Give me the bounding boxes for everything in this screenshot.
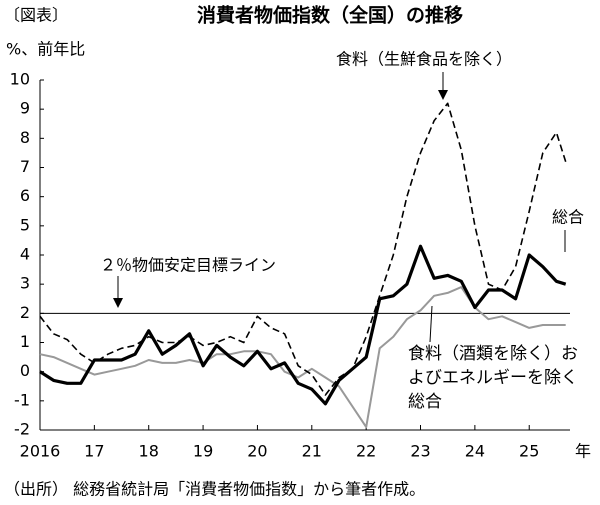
chart-title: 消費者物価指数（全国）の推移 (197, 4, 463, 27)
x-tick-label: 17 (84, 442, 104, 461)
y-tick-label: 9 (20, 99, 30, 118)
y-tick-label: 6 (20, 186, 30, 205)
arrow-head (438, 90, 448, 100)
series-label: 食料（酒類を除く）およびエネルギーを除く総合 (408, 342, 579, 414)
y-tick-label: 1 (20, 332, 30, 351)
y-tick-label: 0 (20, 361, 30, 380)
y-axis-label: %、前年比 (6, 40, 85, 59)
y-tick-label: 5 (20, 215, 30, 234)
x-tick-label: 24 (465, 442, 485, 461)
figure-label: 〔図表〕 (4, 6, 68, 25)
y-tick-label: 8 (20, 128, 30, 147)
series-line (39, 102, 567, 396)
series-line (39, 244, 567, 406)
target-label: ２％物価安定目標ライン (100, 256, 276, 275)
pointer (429, 305, 433, 343)
y-tick-label: 2 (20, 303, 30, 322)
x-tick-label: 21 (302, 442, 322, 461)
x-axis-label: 年 (575, 442, 591, 461)
x-tick-label: 23 (410, 442, 430, 461)
source: （出所） 総務省統計局「消費者物価指数」から筆者作成。 (4, 480, 425, 499)
x-tick-label: 2016 (20, 442, 61, 461)
x-tick-label: 20 (247, 442, 267, 461)
x-tick-label: 19 (193, 442, 213, 461)
y-tick-label: 3 (20, 274, 30, 293)
x-tick-label: 25 (519, 442, 539, 461)
series-line (39, 286, 566, 429)
y-tick-label: -2 (14, 420, 30, 439)
series-label: 食料（生鮮食品を除く） (336, 50, 512, 69)
x-tick-label: 22 (356, 442, 376, 461)
y-tick-label: 7 (20, 157, 30, 176)
y-tick-label: 4 (20, 245, 30, 264)
series-label: 総合 (552, 208, 584, 227)
arrow-head (113, 298, 123, 308)
x-tick-label: 18 (139, 442, 159, 461)
y-tick-label: 10 (10, 70, 30, 89)
y-tick-label: -1 (14, 390, 30, 409)
